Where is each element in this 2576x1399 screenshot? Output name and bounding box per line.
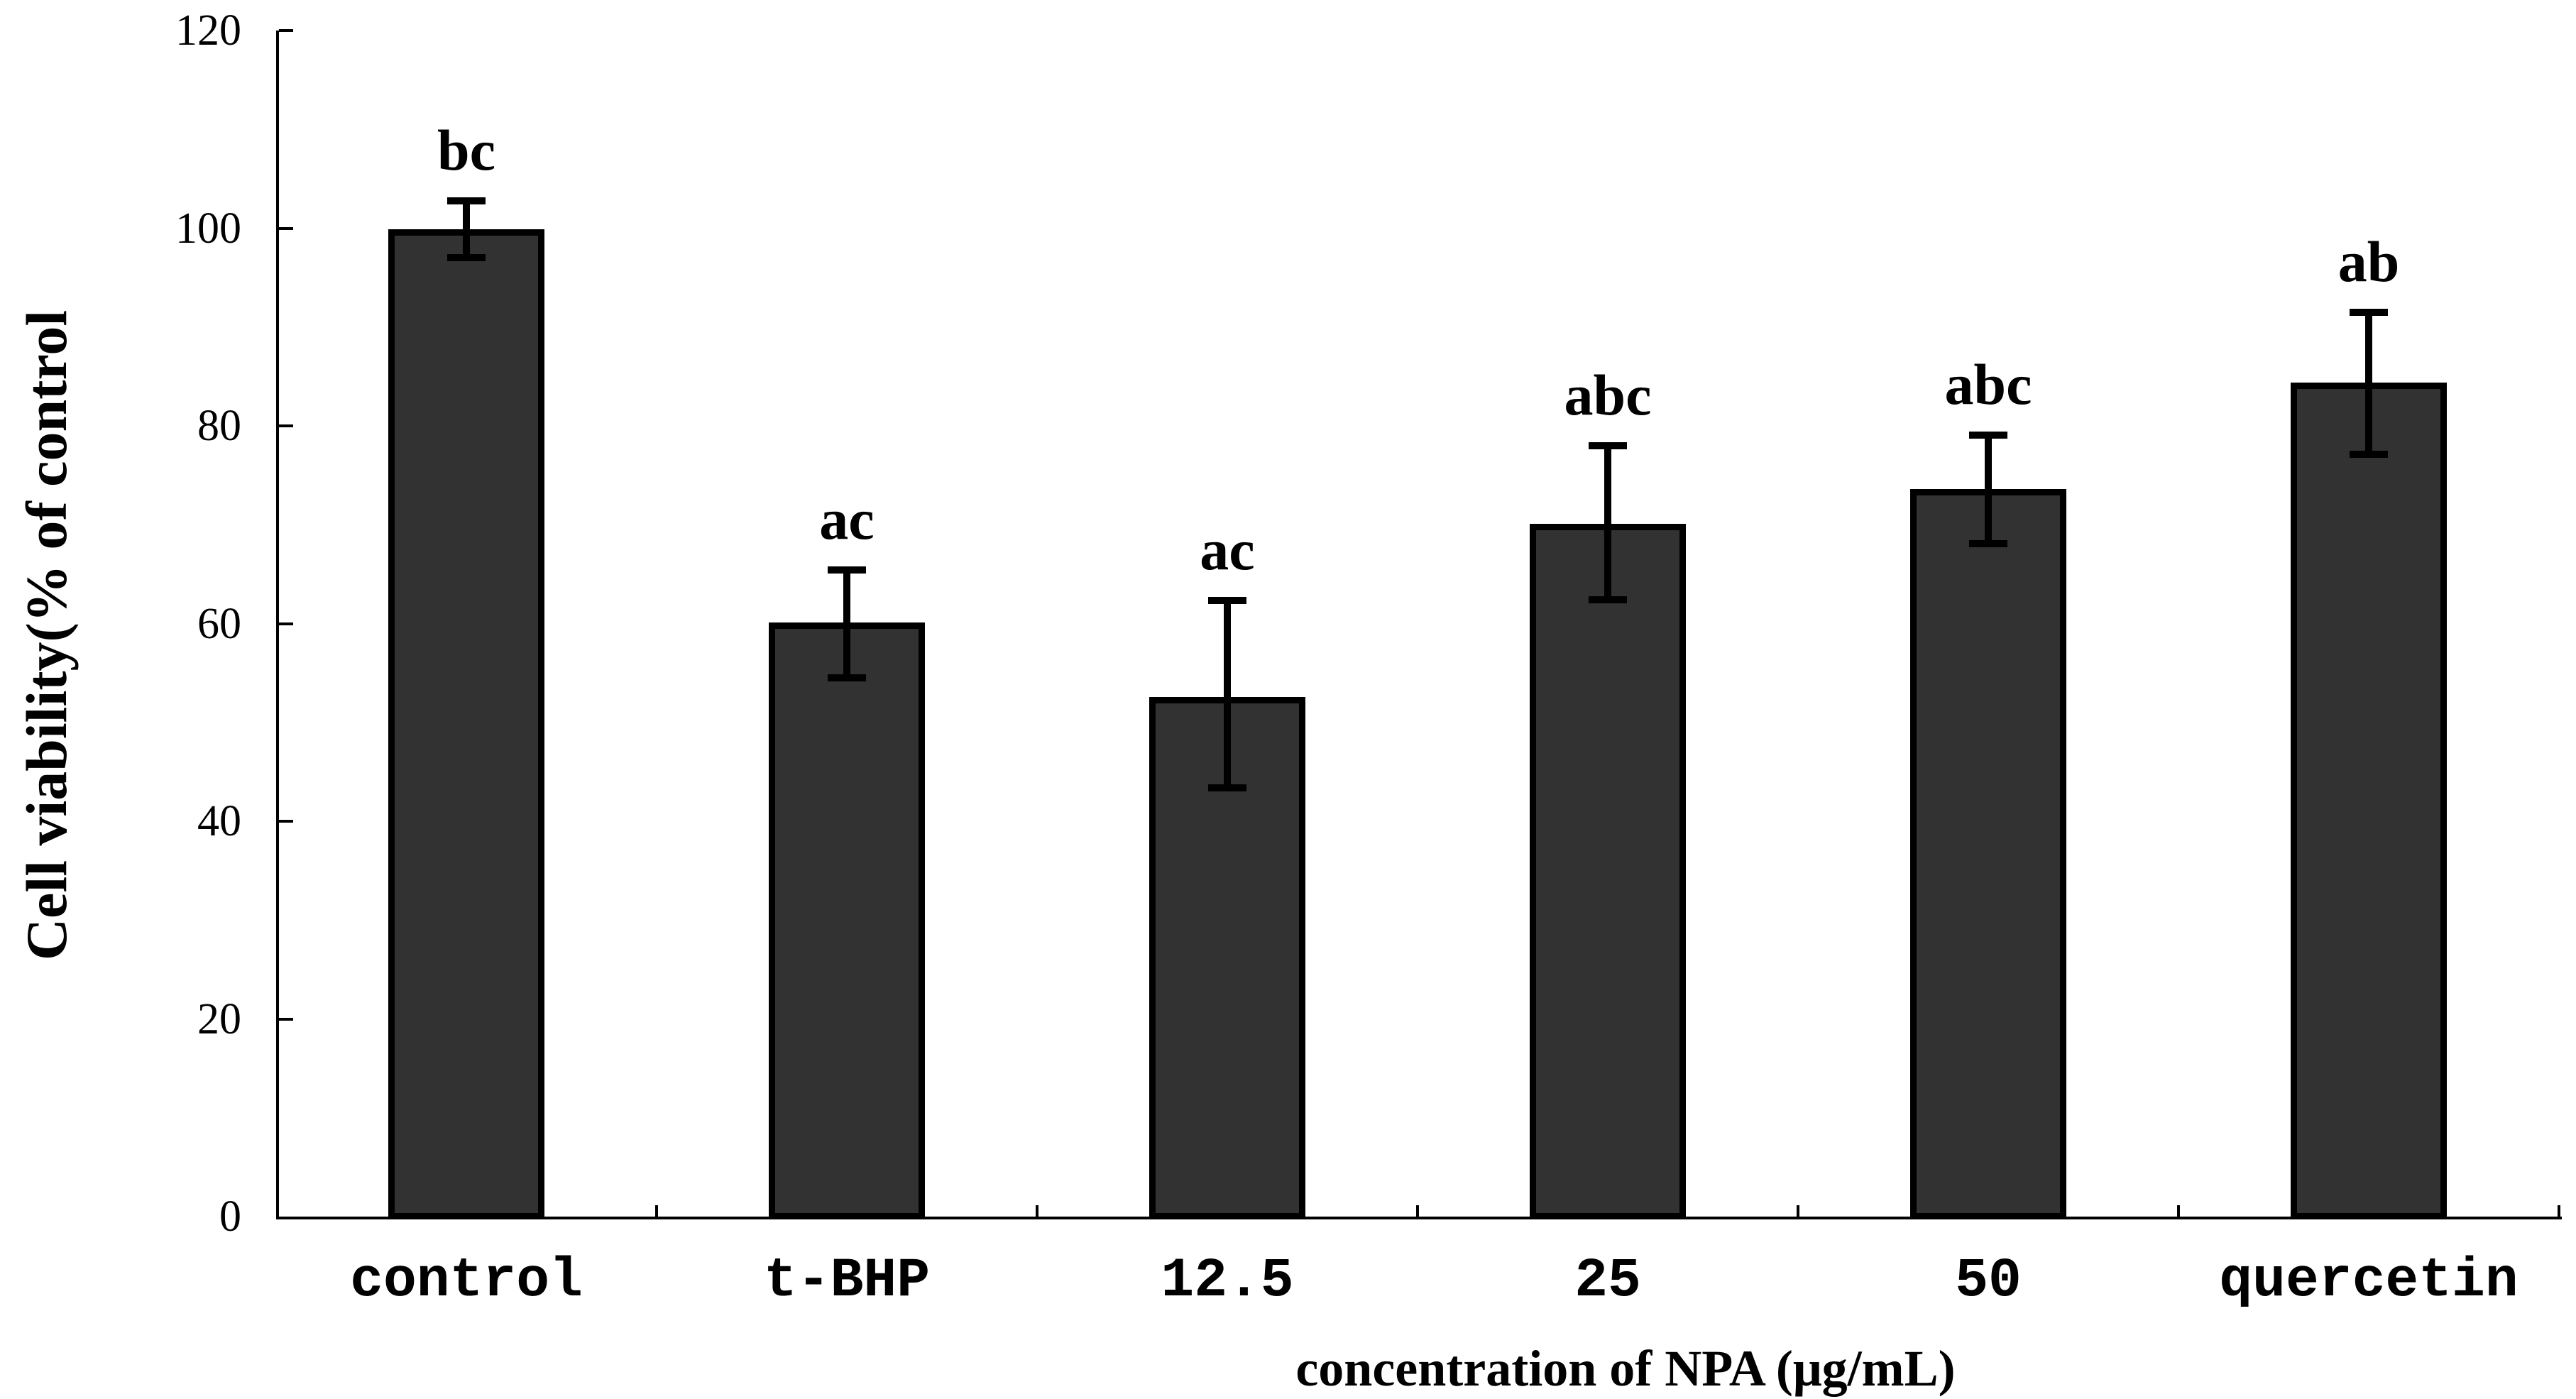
y-axis-line [276, 31, 279, 1219]
error-bar-cap-bottom [1208, 784, 1246, 791]
significance-label: abc [1564, 362, 1652, 427]
error-bar-cap-bottom [828, 674, 866, 682]
error-bar [1224, 600, 1231, 788]
bar [1910, 489, 2066, 1219]
bar [769, 622, 925, 1219]
error-bar-cap-top [2350, 308, 2388, 316]
error-bar-cap-bottom [1969, 539, 2007, 547]
error-bar-cap-top [1969, 431, 2007, 439]
bar [388, 229, 544, 1219]
error-bar [1604, 445, 1611, 600]
x-tick [1416, 1205, 1419, 1217]
bar [1530, 523, 1686, 1219]
error-bar [843, 570, 850, 679]
error-bar [1985, 434, 1992, 544]
x-category-label: quercetin [2219, 1250, 2519, 1312]
error-bar-cap-top [447, 197, 486, 204]
error-bar-cap-top [828, 566, 866, 574]
y-tick [279, 424, 293, 427]
y-tick [279, 1017, 293, 1021]
bar [2291, 382, 2447, 1219]
error-bar-cap-bottom [1589, 596, 1627, 604]
x-category-label: t-BHP [763, 1250, 931, 1312]
significance-label: ab [2337, 229, 2400, 294]
y-tick-label: 20 [197, 994, 241, 1043]
y-tick [279, 29, 293, 32]
x-category-label: 50 [1955, 1250, 2022, 1312]
error-bar-cap-bottom [2350, 451, 2388, 459]
error-bar-cap-top [1208, 597, 1246, 605]
y-tick-label: 40 [197, 797, 241, 845]
significance-label: ac [819, 487, 875, 552]
y-tick-label: 60 [197, 599, 241, 648]
x-category-label: 12.5 [1161, 1250, 1294, 1312]
y-tick-label: 80 [197, 402, 241, 450]
y-tick-label: 0 [219, 1192, 241, 1241]
x-tick [1797, 1205, 1799, 1217]
x-tick [2177, 1205, 2180, 1217]
y-tick [279, 226, 293, 230]
error-bar-cap-top [1589, 441, 1627, 449]
significance-label: ac [1200, 517, 1255, 583]
x-category-label: 25 [1574, 1250, 1641, 1312]
error-bar-cap-bottom [447, 254, 486, 262]
x-axis-title: concentration of NPA (μg/mL) [1295, 1340, 1956, 1397]
y-tick [279, 820, 293, 823]
error-bar [2365, 312, 2372, 455]
significance-label: bc [437, 117, 495, 182]
error-bar [463, 200, 470, 258]
x-tick [655, 1205, 658, 1217]
y-tick-label: 120 [175, 6, 241, 55]
y-tick [279, 622, 293, 625]
significance-label: abc [1944, 351, 2032, 417]
y-tick-label: 100 [175, 204, 241, 253]
x-tick [2558, 1205, 2560, 1217]
x-tick [1036, 1205, 1038, 1217]
x-category-label: control [350, 1250, 583, 1312]
x-axis-line [276, 1217, 2562, 1219]
